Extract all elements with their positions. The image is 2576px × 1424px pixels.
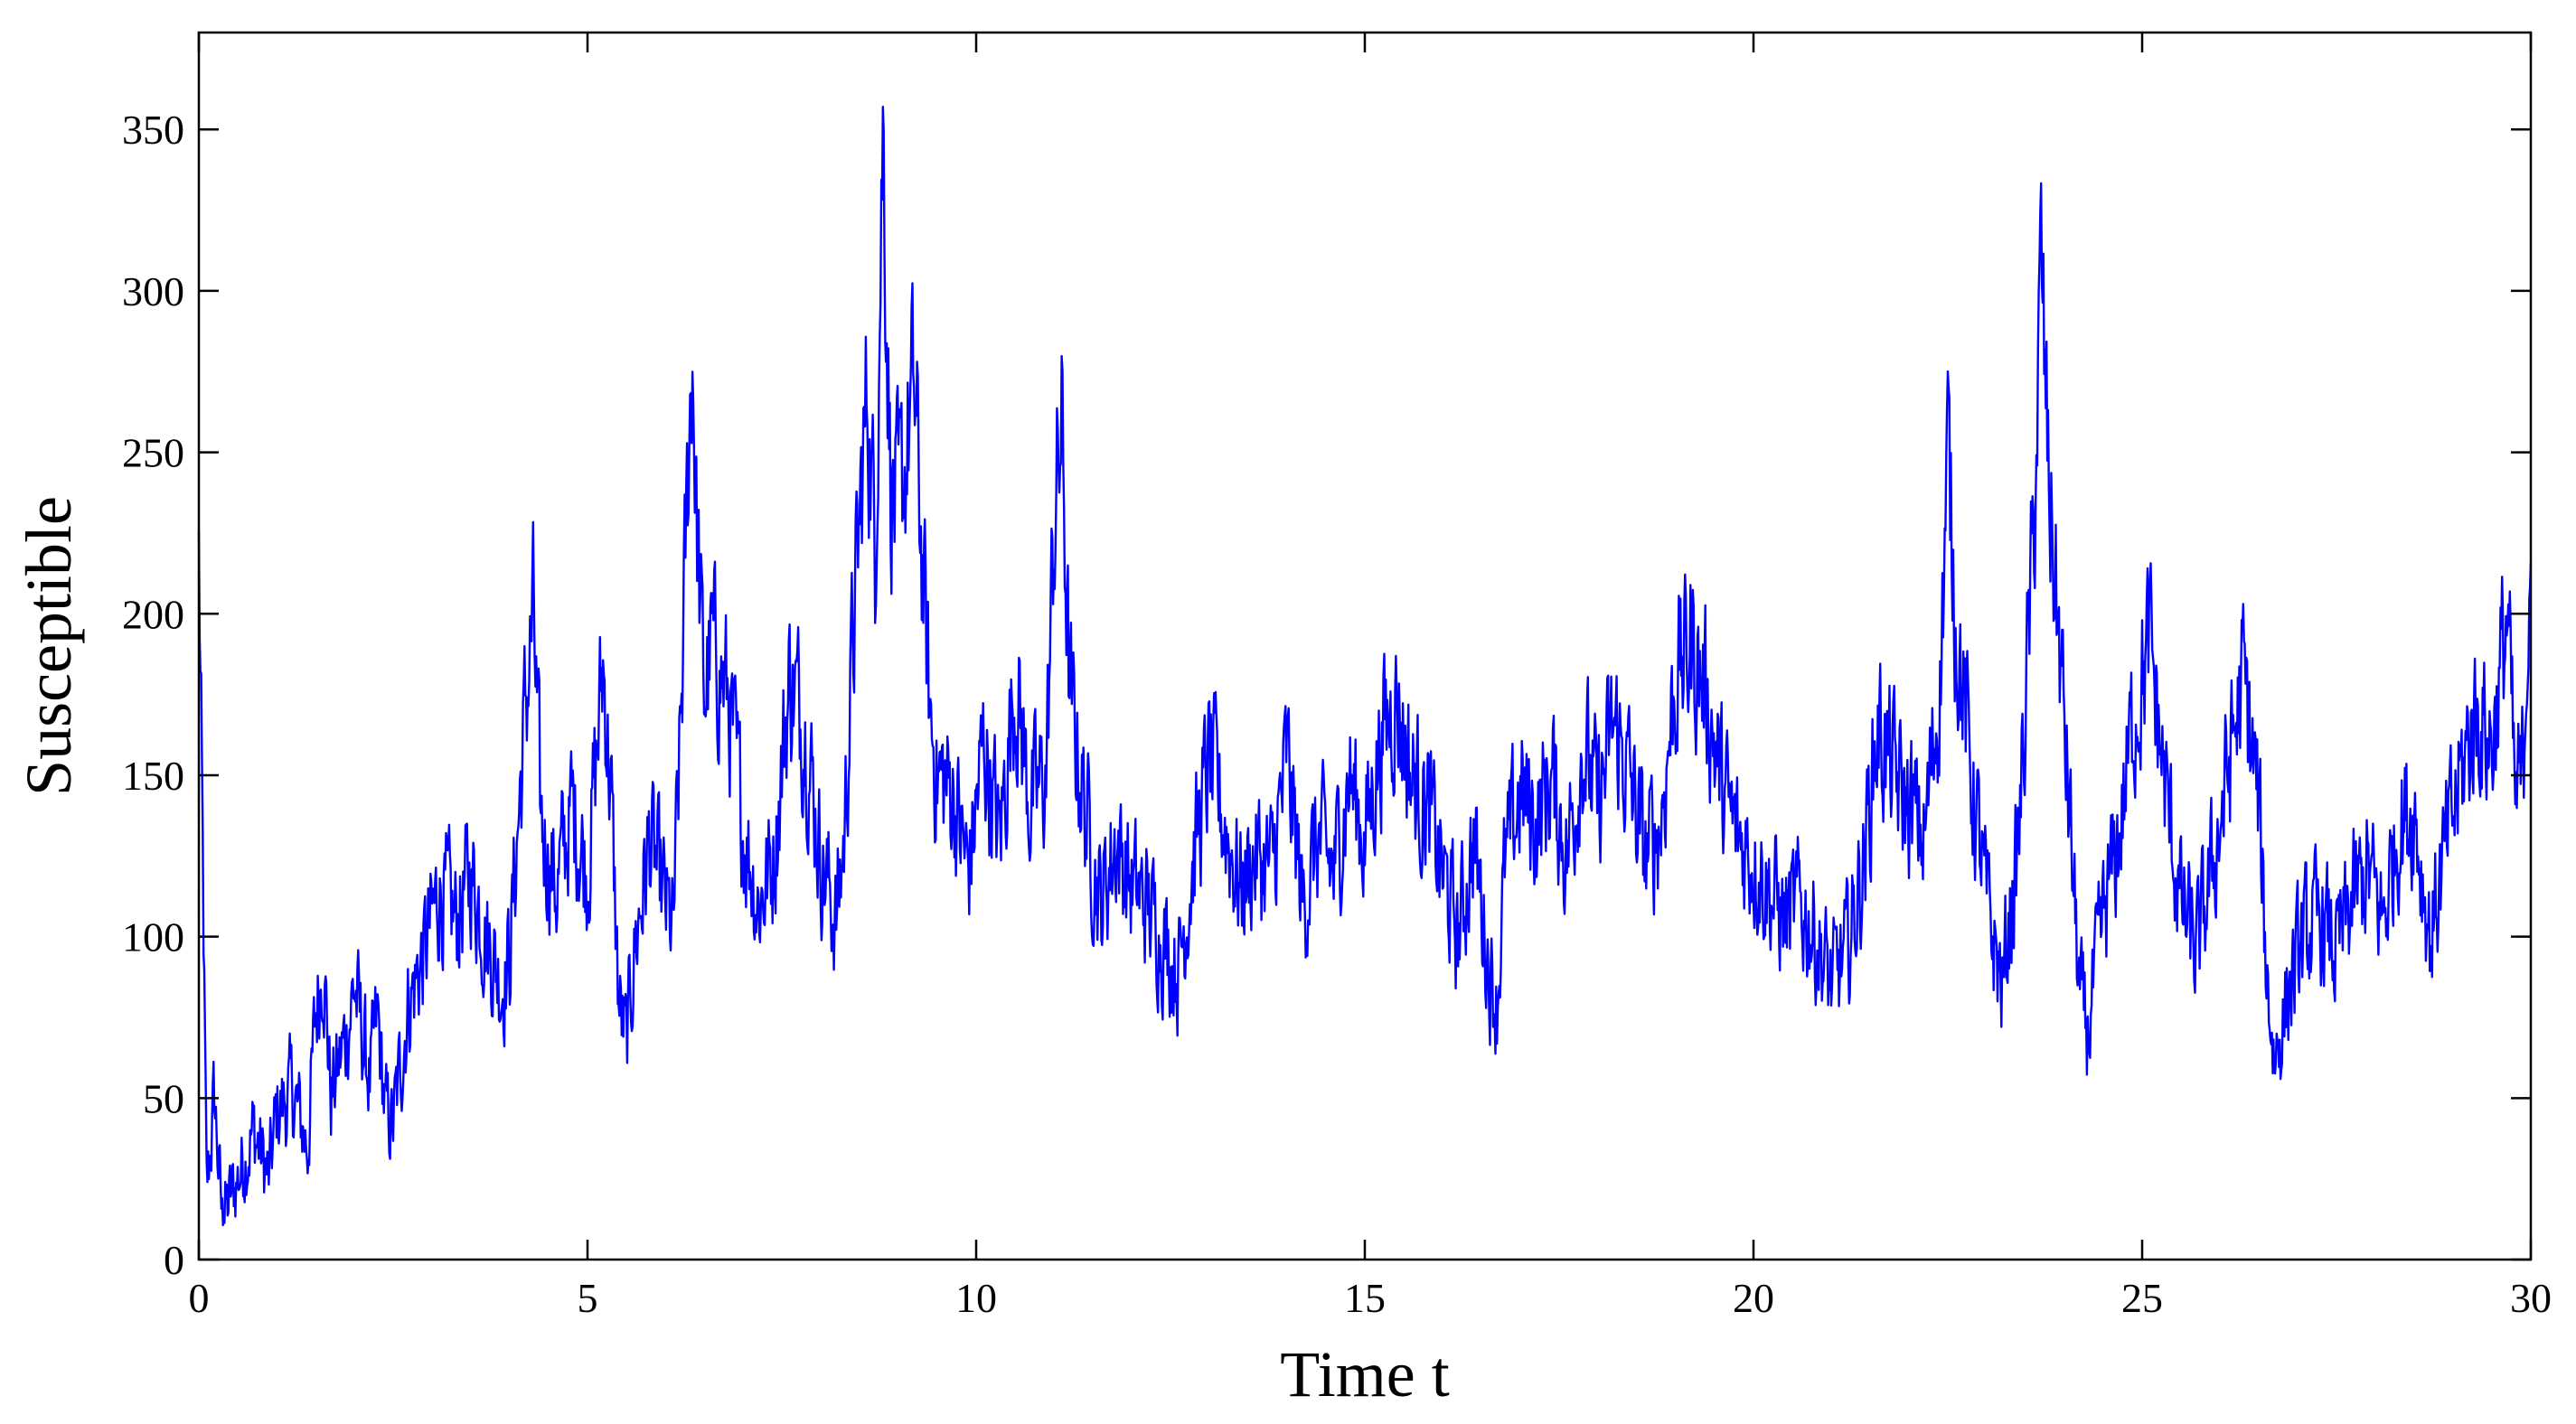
y-tick-label: 300 [122, 268, 184, 314]
y-tick-label: 100 [122, 914, 184, 960]
y-axis-title: Susceptible [13, 496, 85, 796]
y-tick-label: 50 [143, 1075, 184, 1121]
x-tick-label: 25 [2121, 1275, 2163, 1321]
x-tick-label: 10 [955, 1275, 997, 1321]
x-axis-title: Time t [1280, 1338, 1449, 1410]
susceptible-series-line [197, 106, 2533, 1227]
y-tick-label: 200 [122, 591, 184, 637]
x-tick-label: 5 [578, 1275, 598, 1321]
y-tick-label: 250 [122, 430, 184, 476]
x-tick-label: 30 [2510, 1275, 2552, 1321]
y-tick-label: 350 [122, 107, 184, 153]
x-tick-label: 15 [1344, 1275, 1386, 1321]
x-tick-label: 20 [1733, 1275, 1774, 1321]
y-tick-label: 150 [122, 753, 184, 799]
plot-area-frame [197, 31, 2533, 1261]
series-layer [197, 106, 2533, 1227]
y-tick-label: 0 [164, 1237, 184, 1283]
x-tick-label: 0 [189, 1275, 210, 1321]
axis-ticks [197, 33, 2533, 1261]
